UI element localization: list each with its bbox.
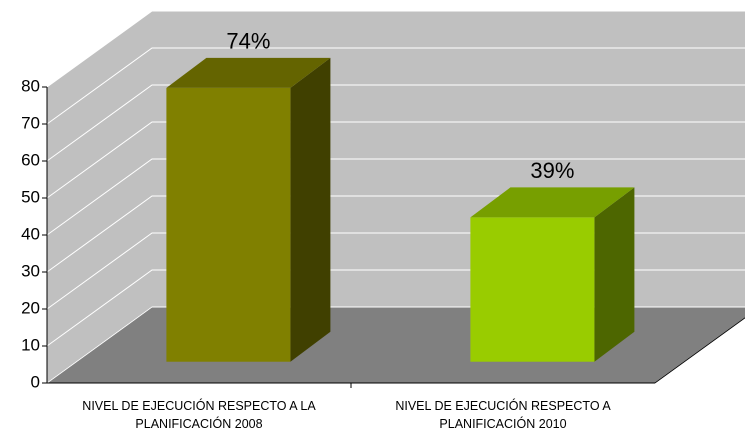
y-tick-label: 80: [21, 76, 40, 95]
bar-side: [594, 187, 635, 362]
y-tick-label: 10: [21, 335, 40, 354]
bar: [166, 87, 291, 362]
bar-side: [290, 57, 331, 362]
y-tick-label: 60: [21, 150, 40, 169]
x-tick-label: NIVEL DE EJECUCIÓN RESPECTO A LA PLANIFI…: [82, 399, 316, 431]
y-tick-label: 20: [21, 298, 40, 317]
value-label: 74%: [226, 29, 270, 54]
y-tick-label: 50: [21, 187, 40, 206]
grid-line: [46, 121, 745, 199]
bar: [470, 217, 595, 362]
floor: [45, 306, 745, 384]
grid-line: [46, 47, 745, 125]
bar-top: [470, 187, 635, 218]
y-tick-label: 70: [21, 113, 40, 132]
grid-line: [46, 10, 745, 88]
bar-top: [166, 57, 331, 88]
y-tick-label: 0: [31, 372, 40, 391]
grid-line: [46, 158, 745, 236]
grid-line: [46, 84, 745, 162]
value-label: 39%: [530, 158, 574, 183]
x-tick-label: NIVEL DE EJECUCIÓN RESPECTO A PLANIFICAC…: [395, 399, 611, 431]
y-tick-label: 30: [21, 261, 40, 280]
y-tick-label: 40: [21, 224, 40, 243]
